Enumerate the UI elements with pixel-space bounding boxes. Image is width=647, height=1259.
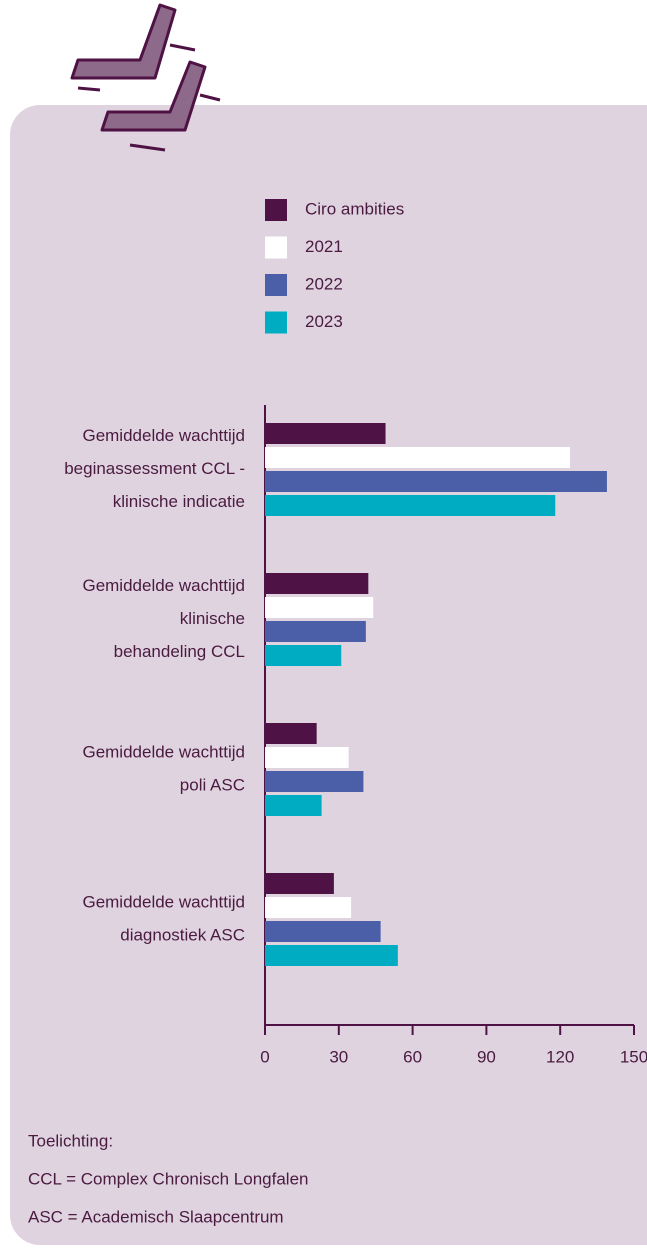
category-label: diagnostiek ASC bbox=[120, 925, 245, 944]
bar bbox=[265, 471, 607, 492]
category-label: poli ASC bbox=[180, 775, 245, 794]
bar bbox=[265, 897, 352, 918]
category-label: behandeling CCL bbox=[114, 642, 245, 661]
bar bbox=[265, 621, 366, 642]
x-tick-label: 60 bbox=[403, 1047, 422, 1066]
note: CCL = Complex Chronisch Longfalen bbox=[28, 1169, 309, 1188]
legend-label: Ciro ambities bbox=[305, 199, 404, 218]
bar bbox=[265, 873, 334, 894]
category-label: Gemiddelde wachttijd bbox=[82, 576, 245, 595]
legend-label: 2021 bbox=[305, 237, 343, 256]
bar bbox=[265, 573, 369, 594]
x-tick-label: 30 bbox=[329, 1047, 348, 1066]
legend-swatch bbox=[265, 274, 287, 296]
category-label: Gemiddelde wachttijd bbox=[82, 892, 245, 911]
x-tick-label: 90 bbox=[477, 1047, 496, 1066]
bar bbox=[265, 945, 398, 966]
x-tick-label: 150 bbox=[620, 1047, 647, 1066]
bar bbox=[265, 771, 364, 792]
bar bbox=[265, 597, 374, 618]
legend-swatch bbox=[265, 236, 287, 259]
category-label: Gemiddelde wachttijd bbox=[82, 742, 245, 761]
legend-swatch bbox=[265, 199, 287, 221]
legend-label: 2023 bbox=[305, 312, 343, 331]
note: ASC = Academisch Slaapcentrum bbox=[28, 1207, 284, 1226]
panel bbox=[10, 105, 647, 1245]
bar bbox=[265, 645, 342, 666]
bar bbox=[265, 495, 556, 516]
category-label: Gemiddelde wachttijd bbox=[82, 426, 245, 445]
bar bbox=[265, 795, 322, 816]
bar bbox=[265, 723, 317, 744]
bar bbox=[265, 747, 349, 768]
x-tick-label: 0 bbox=[260, 1047, 269, 1066]
note: Toelichting: bbox=[28, 1131, 113, 1150]
icon bbox=[70, 3, 221, 152]
bar bbox=[265, 921, 381, 942]
legend-swatch bbox=[265, 311, 287, 334]
category-label: beginassessment CCL - bbox=[64, 459, 245, 478]
category-label: klinische indicatie bbox=[113, 492, 245, 511]
bar bbox=[265, 447, 571, 468]
x-tick-label: 120 bbox=[546, 1047, 574, 1066]
legend-label: 2022 bbox=[305, 274, 343, 293]
bar bbox=[265, 423, 386, 444]
category-label: klinische bbox=[180, 609, 245, 628]
